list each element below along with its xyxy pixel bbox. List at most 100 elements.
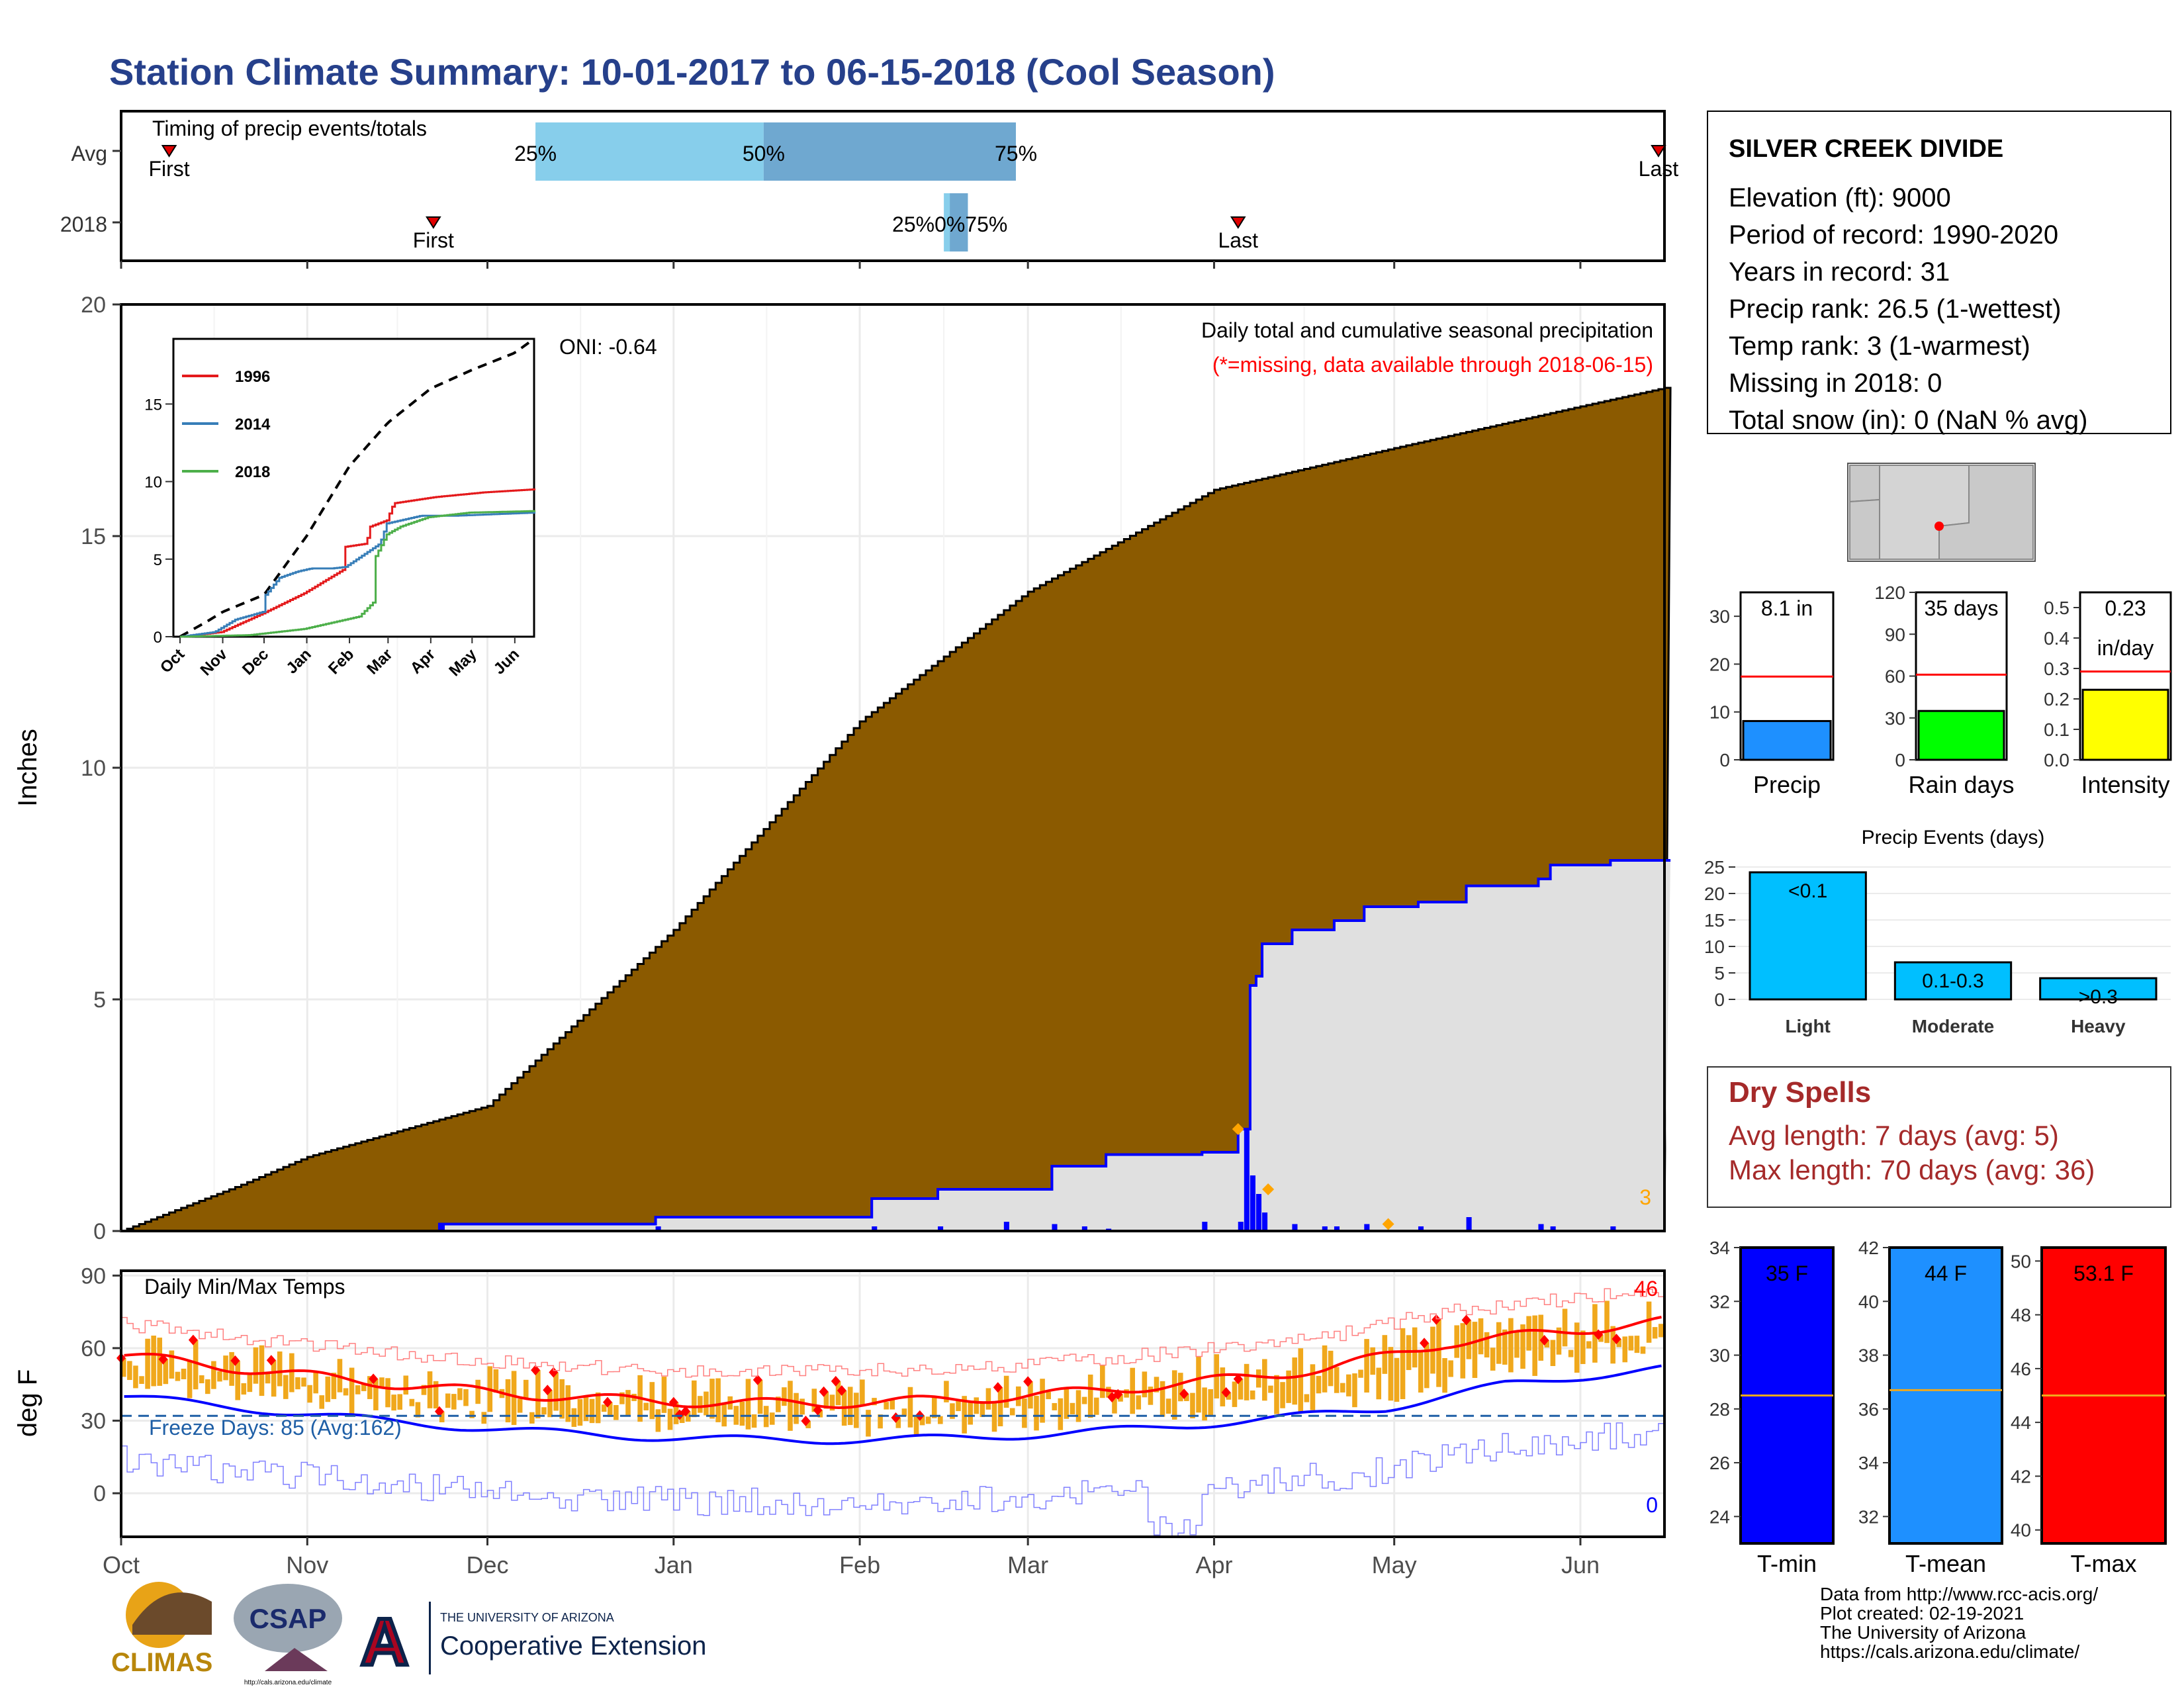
- daily-temp-bar: [253, 1347, 259, 1384]
- daily-temp-bar: [956, 1400, 961, 1412]
- daily-temp-bar: [361, 1383, 367, 1391]
- daily-temp-bar: [901, 1408, 907, 1417]
- daily-temp-bar: [1370, 1347, 1375, 1375]
- daily-temp-bar: [938, 1416, 943, 1424]
- daily-temp-bar: [175, 1371, 181, 1381]
- daily-temp-bar: [133, 1365, 138, 1389]
- daily-temp-bar: [541, 1407, 547, 1415]
- daily-temp-bar: [229, 1351, 234, 1386]
- station-info-line: Missing in 2018: 0: [1729, 369, 1942, 398]
- inset-ytick-label: 5: [154, 551, 162, 569]
- daily-precip-bar: [1202, 1222, 1208, 1231]
- daily-temp-bar: [1442, 1357, 1447, 1393]
- daily-temp-bar: [1340, 1383, 1345, 1393]
- temp-bar-tick-label: 32: [1858, 1506, 1879, 1527]
- record-high-line: [121, 1288, 1664, 1378]
- mini-bar-value: [1742, 719, 1832, 761]
- daily-temp-bar: [884, 1402, 889, 1410]
- daily-temp-bar: [1280, 1382, 1285, 1408]
- daily-temp-bar: [151, 1336, 156, 1387]
- daily-temp-bar: [181, 1369, 187, 1379]
- daily-temp-bar: [950, 1403, 955, 1419]
- precip-ylabel: Inches: [13, 729, 42, 807]
- daily-temp-bar: [373, 1379, 379, 1410]
- events-category-label: Moderate: [1912, 1016, 1994, 1036]
- mini-bar-label: Precip: [1753, 771, 1821, 798]
- daily-temp-bar: [247, 1375, 253, 1393]
- temp-bar: [1888, 1246, 2003, 1545]
- temps-yaxis: 0 30 60 90: [81, 1263, 121, 1506]
- daily-temp-bar: [1364, 1339, 1369, 1393]
- daily-temp-bar: [1160, 1381, 1165, 1417]
- daily-temp-bar: [1238, 1379, 1244, 1400]
- daily-temp-bar: [589, 1398, 595, 1424]
- mini-bar-tick-label: 0.4: [2044, 628, 2070, 649]
- mini-bar-value: [2081, 688, 2169, 761]
- daily-temp-bar: [1165, 1398, 1171, 1414]
- ua-small-text: THE UNIVERSITY OF ARIZONA: [440, 1611, 614, 1624]
- station-info-line: Total snow (in): 0 (NaN % avg): [1729, 406, 2087, 435]
- daily-temp-bar: [1538, 1314, 1544, 1361]
- temp-bar-tick-label: 50: [2011, 1251, 2031, 1271]
- daily-temp-bar: [259, 1345, 265, 1396]
- daily-temp-bar: [1298, 1348, 1304, 1412]
- daily-temp-bar: [745, 1379, 751, 1430]
- mini-bar-charts: 0 10 20 30 8.1 in Precip 0 30 60 90 120 35 days Rain…: [1709, 582, 2172, 798]
- daily-temp-bar: [931, 1396, 937, 1418]
- daily-temp-bar: [457, 1388, 463, 1400]
- daily-temp-bar: [571, 1408, 577, 1427]
- station-info-line: Temp rank: 3 (1-warmest): [1729, 332, 2030, 361]
- month-axis: Oct Nov Dec Jan Feb Mar Apr May Jun: [103, 1537, 1600, 1578]
- daily-temp-bar: [427, 1371, 433, 1408]
- temp-bar-tick-label: 36: [1858, 1399, 1879, 1420]
- daily-temp-bar: [1514, 1332, 1520, 1358]
- daily-temp-bar: [403, 1375, 409, 1395]
- daily-temp-bar: [1586, 1341, 1592, 1349]
- mini-bar-tick-label: 30: [1885, 708, 1905, 729]
- daily-temp-bar: [1196, 1356, 1201, 1413]
- daily-precip-bar: [1538, 1224, 1544, 1231]
- timing-marker-label: Last: [1639, 157, 1679, 181]
- record-high-marker: [993, 1382, 1003, 1393]
- record-high-marker: [188, 1334, 198, 1346]
- daily-temp-bar: [1496, 1322, 1502, 1364]
- mini-bar-tick-label: 0.0: [2044, 750, 2070, 770]
- daily-temp-bar: [1604, 1301, 1610, 1344]
- record-high-marker: [831, 1375, 841, 1387]
- daily-temp-bar: [295, 1377, 300, 1390]
- daily-precip-bar: [1466, 1217, 1472, 1231]
- daily-precip-bar: [1550, 1226, 1556, 1231]
- daily-temp-bar: [1610, 1326, 1615, 1364]
- events-bar-label: 0.1-0.3: [1922, 970, 1983, 992]
- daily-temp-bar: [715, 1378, 721, 1422]
- daily-max-marker: [1382, 1218, 1394, 1230]
- csap-url: http://cals.arizona.edu/climate: [244, 1679, 332, 1686]
- credit-line-3: The University of Arizona: [1820, 1622, 2026, 1643]
- station-info-line: Elevation (ft): 9000: [1729, 183, 1951, 212]
- timing-marker-label: Last: [1218, 228, 1259, 252]
- events-category-label: Light: [1785, 1016, 1830, 1036]
- credits: Data from http://www.rcc-acis.org/ Plot …: [1820, 1584, 2098, 1662]
- record-high-marker: [1461, 1314, 1471, 1326]
- daily-temp-bar: [1550, 1340, 1556, 1367]
- daily-temp-bar: [985, 1388, 991, 1410]
- credit-line-4: https://cals.arizona.edu/climate/: [1820, 1641, 2079, 1662]
- daily-temp-bar: [1081, 1396, 1087, 1404]
- month-tick-label: Mar: [1007, 1551, 1048, 1578]
- record-high-marker: [1539, 1335, 1549, 1346]
- daily-temp-bar: [505, 1379, 511, 1423]
- daily-temp-bar: [1400, 1328, 1406, 1400]
- daily-temp-bar: [139, 1376, 144, 1384]
- inset-legend-label: 2014: [235, 416, 271, 434]
- daily-temp-bar: [1220, 1367, 1226, 1406]
- daily-temp-bar: [1093, 1397, 1099, 1415]
- daily-temp-bar: [1250, 1390, 1255, 1400]
- daily-temp-bar: [301, 1377, 306, 1387]
- temp-bar-tick-label: 26: [1709, 1453, 1730, 1473]
- daily-temp-bar: [121, 1358, 126, 1377]
- temps-ytick-label: 30: [81, 1409, 106, 1434]
- daily-temp-bar: [1009, 1408, 1015, 1416]
- daily-temp-bar: [205, 1379, 210, 1394]
- temp-bar-label: T-max: [2070, 1550, 2136, 1577]
